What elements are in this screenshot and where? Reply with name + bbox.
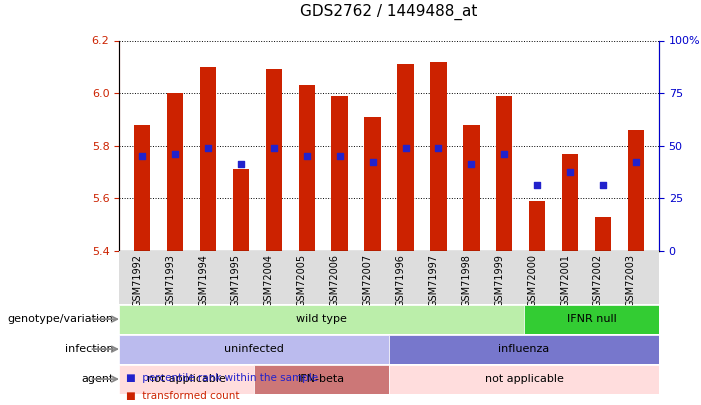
Bar [529, 201, 545, 251]
Bar [430, 62, 447, 251]
Bar [119, 364, 254, 394]
Text: GSM72003: GSM72003 [626, 254, 636, 307]
Text: not applicable: not applicable [484, 374, 564, 384]
Text: GSM71999: GSM71999 [494, 254, 504, 307]
Point [400, 145, 411, 151]
Text: infection: infection [65, 344, 114, 354]
Point [334, 153, 346, 160]
Text: ■  transformed count: ■ transformed count [126, 391, 240, 401]
Text: IFNR null: IFNR null [566, 314, 616, 324]
Text: wild type: wild type [296, 314, 347, 324]
Point [465, 161, 477, 168]
Text: not applicable: not applicable [147, 374, 226, 384]
Bar [496, 96, 512, 251]
Text: agent: agent [81, 374, 114, 384]
Point [170, 150, 181, 157]
Bar [397, 64, 414, 251]
Text: genotype/variation: genotype/variation [8, 314, 114, 324]
Bar [200, 67, 217, 251]
Text: GSM71992: GSM71992 [132, 254, 142, 307]
Point [236, 161, 247, 168]
Point [137, 153, 148, 160]
Text: GSM71995: GSM71995 [231, 254, 241, 307]
Point [564, 169, 576, 175]
Text: GSM72002: GSM72002 [593, 254, 603, 307]
Point [597, 182, 608, 188]
Bar [254, 364, 389, 394]
Bar [594, 217, 611, 251]
Bar [463, 125, 479, 251]
Text: influenza: influenza [498, 344, 550, 354]
Bar [524, 305, 659, 334]
Bar [134, 125, 151, 251]
Bar [299, 85, 315, 251]
Bar [389, 335, 659, 364]
Bar [627, 130, 644, 251]
Bar [332, 96, 348, 251]
Bar [167, 93, 184, 251]
Text: GSM72007: GSM72007 [362, 254, 373, 307]
Point [498, 150, 510, 157]
Point [433, 145, 444, 151]
Point [203, 145, 214, 151]
Text: GSM72005: GSM72005 [297, 254, 307, 307]
Point [367, 158, 379, 165]
Point [531, 182, 543, 188]
Text: IFN-beta: IFN-beta [298, 374, 345, 384]
Bar [119, 335, 389, 364]
Text: GDS2762 / 1449488_at: GDS2762 / 1449488_at [300, 4, 478, 20]
Point [301, 153, 313, 160]
Text: GSM71998: GSM71998 [461, 254, 471, 307]
Text: uninfected: uninfected [224, 344, 284, 354]
Text: GSM72006: GSM72006 [329, 254, 340, 307]
Bar [119, 305, 524, 334]
Text: GSM71993: GSM71993 [165, 254, 175, 307]
Point [630, 158, 641, 165]
Text: GSM72000: GSM72000 [527, 254, 537, 307]
Text: GSM72001: GSM72001 [560, 254, 570, 307]
Text: GSM71996: GSM71996 [395, 254, 405, 307]
Text: GSM72004: GSM72004 [264, 254, 274, 307]
Bar [389, 364, 659, 394]
Bar [365, 117, 381, 251]
Bar [233, 169, 249, 251]
Bar [266, 70, 282, 251]
Text: ■  percentile rank within the sample: ■ percentile rank within the sample [126, 373, 318, 383]
Point [268, 145, 280, 151]
Text: GSM71997: GSM71997 [428, 254, 438, 307]
Bar [562, 154, 578, 251]
Text: GSM71994: GSM71994 [198, 254, 208, 307]
